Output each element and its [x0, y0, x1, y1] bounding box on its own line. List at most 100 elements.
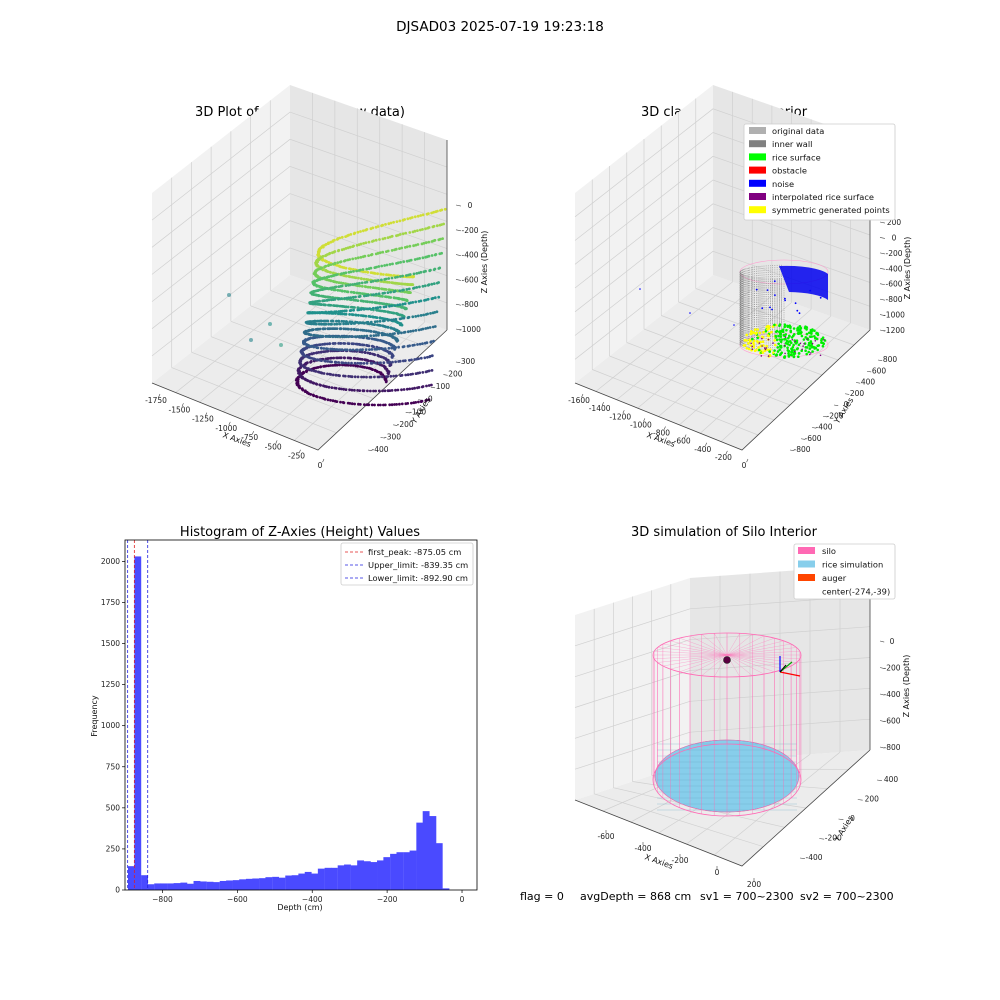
histogram-bar	[298, 873, 306, 890]
x-tick-label: -1400	[589, 404, 611, 413]
symmetric-point	[761, 351, 764, 355]
data-point	[362, 389, 366, 393]
tick-mark	[879, 667, 885, 669]
data-point	[398, 289, 402, 293]
z-tick-label: -800	[885, 295, 902, 304]
symmetric-point	[773, 339, 776, 342]
data-point	[379, 272, 383, 276]
data-point	[323, 276, 326, 280]
tick-mark	[879, 267, 885, 270]
data-point	[440, 251, 443, 255]
noise-point	[784, 297, 786, 300]
data-point	[359, 277, 363, 280]
grid-line	[658, 302, 792, 417]
legend-swatch	[749, 166, 766, 174]
rice-surface-point	[815, 332, 818, 335]
data-point	[402, 260, 406, 264]
y-tick-label: -400	[371, 445, 388, 454]
data-point	[386, 333, 389, 336]
data-point	[375, 347, 379, 351]
data-point	[366, 320, 370, 324]
data-point	[435, 310, 439, 314]
data-point	[309, 333, 313, 337]
data-point	[342, 387, 346, 391]
data-point	[428, 326, 432, 329]
data-point	[351, 257, 355, 261]
data-point	[315, 319, 319, 323]
data-point	[424, 227, 427, 231]
y-tick-label: -200	[397, 420, 414, 429]
data-point	[392, 274, 395, 277]
data-point	[327, 263, 331, 267]
data-point	[332, 347, 336, 351]
symmetric-point	[753, 328, 757, 331]
data-point	[402, 345, 406, 348]
data-point	[386, 291, 390, 294]
data-point	[338, 356, 342, 360]
rice-surface-point	[787, 355, 791, 358]
data-point	[426, 326, 430, 330]
interpolated-point	[764, 348, 767, 351]
z-tick-label: -400	[885, 264, 902, 273]
silo-roof-line	[726, 647, 797, 656]
data-point	[376, 279, 380, 282]
data-point	[354, 313, 357, 317]
data-point	[329, 398, 332, 402]
histogram-bar	[272, 876, 280, 890]
left-pane	[152, 85, 290, 383]
histogram-bar	[173, 883, 181, 890]
histogram-bar	[363, 861, 371, 890]
data-point	[409, 258, 413, 262]
data-point	[313, 357, 317, 361]
data-point	[342, 322, 345, 326]
data-point	[411, 315, 415, 319]
data-point	[365, 307, 369, 311]
tick-mark	[879, 298, 885, 301]
rice-surface-point	[779, 346, 783, 349]
data-point	[350, 375, 354, 379]
data-point	[341, 281, 345, 285]
rice-surface-point	[797, 343, 801, 347]
data-point	[359, 348, 362, 352]
data-point	[423, 284, 427, 288]
data-point	[350, 342, 354, 346]
data-point	[369, 320, 373, 324]
data-point	[411, 329, 415, 333]
legend-swatch	[749, 206, 766, 214]
z-tick-label: -400	[461, 251, 478, 260]
tick-mark	[879, 221, 885, 224]
data-point	[337, 248, 341, 252]
interpolated-point	[791, 338, 794, 341]
rice-surface-point	[797, 352, 801, 355]
rice-surface-point	[773, 349, 776, 352]
data-point	[313, 311, 317, 315]
silo-roof-line	[726, 651, 800, 656]
data-point	[341, 309, 344, 313]
data-point	[389, 221, 393, 225]
rice-surface-point	[773, 323, 776, 327]
data-point	[321, 327, 325, 331]
data-point	[437, 295, 441, 299]
symmetric-point	[756, 328, 759, 331]
interpolated-point	[767, 355, 770, 357]
data-point	[340, 348, 344, 352]
histogram-bar	[226, 880, 233, 890]
y-tick-label: 200	[850, 389, 865, 398]
data-point	[406, 373, 410, 377]
data-point	[367, 240, 371, 244]
data-point	[331, 296, 334, 299]
interpolated-point	[811, 342, 814, 345]
data-point	[405, 288, 409, 291]
legend-label: obstacle	[772, 166, 807, 176]
y-tick-label: 1500	[101, 639, 120, 648]
data-point	[347, 361, 350, 365]
tick-mark	[322, 458, 325, 463]
data-point	[324, 264, 328, 268]
data-point	[365, 280, 369, 284]
data-point	[331, 279, 335, 283]
data-point	[347, 335, 350, 339]
data-point	[324, 310, 328, 314]
rice-surface-point	[775, 329, 779, 333]
data-point	[389, 326, 393, 330]
data-point	[330, 347, 334, 351]
